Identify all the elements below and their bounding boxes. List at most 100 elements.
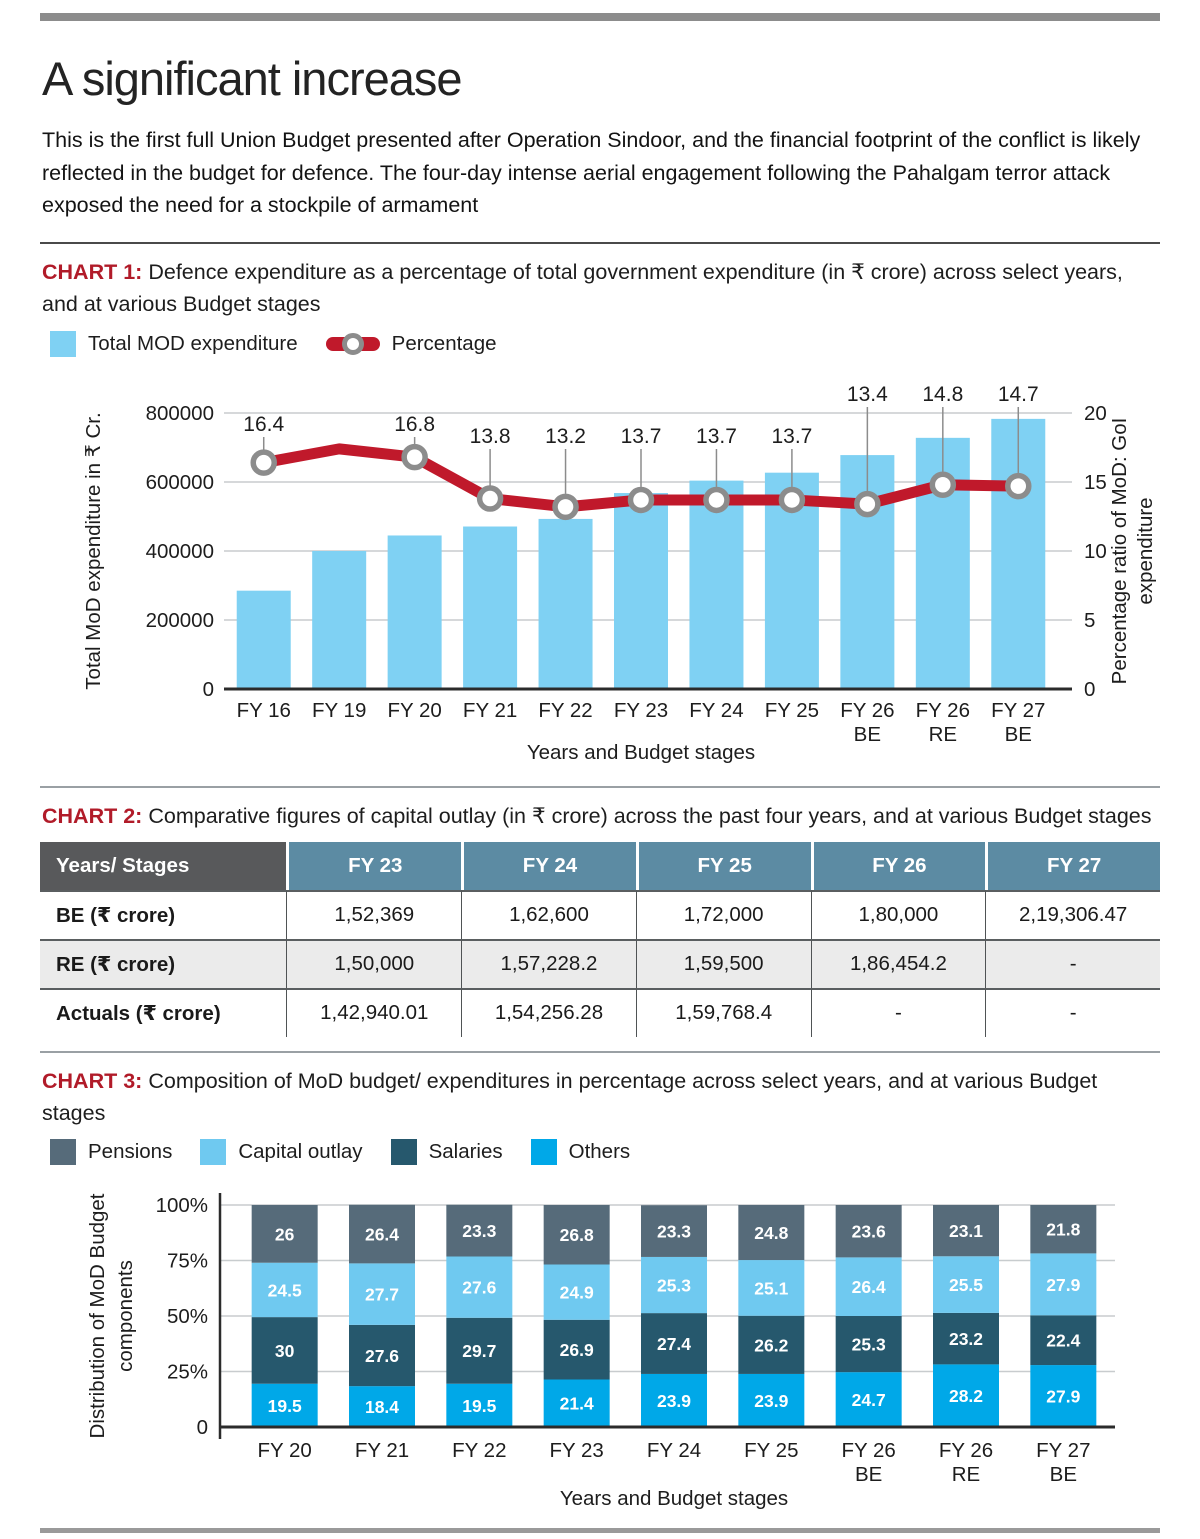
- legend-label: Capital outlay: [238, 1140, 363, 1164]
- table-cell: -: [810, 987, 986, 1037]
- percentage-marker: [778, 486, 806, 513]
- chart1-plot: 0 200000 400000 600000 800000 0 5 10 15 20 16.4 16.…: [40, 367, 1160, 772]
- segment-value-label: 19.5: [268, 1396, 302, 1416]
- right-axis-tick: 0: [1084, 678, 1095, 701]
- chart1-legend: Total MOD expenditure Percentage: [50, 330, 1160, 357]
- x-axis-tick: FY 23: [550, 1439, 604, 1462]
- chart3-heading-label: CHART 3:: [42, 1068, 143, 1093]
- section-divider: [40, 1050, 1160, 1053]
- y-axis-tick: 100%: [156, 1194, 208, 1217]
- table-cell: 1,57,228.2: [461, 938, 636, 988]
- mod-expenditure-bar: [614, 492, 668, 689]
- stack-segment-pensions: [738, 1205, 805, 1261]
- legend-label: Others: [568, 1140, 631, 1164]
- segment-value-label: 26.4: [365, 1225, 399, 1245]
- segment-value-label: 27.9: [1046, 1275, 1080, 1295]
- left-axis-tick: 800000: [146, 402, 214, 425]
- left-axis-tick: 200000: [146, 609, 214, 632]
- segment-value-label: 26.8: [560, 1226, 594, 1246]
- x-axis-tick: BE: [1005, 723, 1032, 746]
- x-axis-title: Years and Budget stages: [560, 1487, 788, 1510]
- percentage-marker: [552, 493, 579, 520]
- stack-segment-salaries: [251, 1317, 318, 1384]
- legend-label-mod-expenditure: Total MOD expenditure: [88, 331, 298, 355]
- segment-value-label: 25.3: [852, 1335, 886, 1355]
- mod-expenditure-bar: [463, 526, 518, 689]
- swatch-icon: [200, 1139, 227, 1166]
- section-divider: [40, 785, 1160, 788]
- segment-value-label: 27.7: [365, 1285, 399, 1305]
- y-axis-tick: 75%: [167, 1250, 208, 1273]
- legend-item-salaries: Salaries: [390, 1139, 503, 1166]
- table-cell: 1,62,600: [461, 889, 636, 939]
- x-axis-tick: RE: [929, 723, 957, 746]
- segment-value-label: 23.9: [754, 1391, 788, 1411]
- y-axis-tick: 25%: [167, 1361, 208, 1384]
- x-axis-title: Years and Budget stages: [527, 741, 755, 764]
- line-marker-icon: [325, 332, 380, 356]
- segment-value-label: 26: [275, 1225, 295, 1245]
- segment-value-label: 23.3: [462, 1221, 496, 1241]
- legend-item-capital-outlay: Capital outlay: [200, 1139, 363, 1166]
- percentage-value-label: 13.7: [621, 425, 662, 448]
- chart3-heading-text: Composition of MoD budget/ expenditures …: [42, 1068, 1098, 1126]
- table-row: Actuals (₹ crore) 1,42,940.01 1,54,256.28 1…: [40, 987, 1160, 1037]
- segment-value-label: 29.7: [462, 1342, 496, 1362]
- stack-segment-capital-outlay: [738, 1260, 805, 1317]
- chart3-legend: Pensions Capital outlay Salaries Others: [50, 1139, 1160, 1166]
- segment-value-label: 23.1: [949, 1221, 983, 1241]
- y-axis-title: Distribution of MoD Budget: [86, 1193, 109, 1438]
- right-axis-tick: 5: [1084, 609, 1095, 632]
- x-axis-tick: BE: [855, 1463, 882, 1486]
- stack-segment-capital-outlay: [933, 1256, 999, 1314]
- x-axis-tick: FY 23: [614, 699, 668, 722]
- stack-segment-salaries: [349, 1325, 415, 1387]
- stack-segment-salaries: [1030, 1315, 1097, 1366]
- bar-swatch-icon: [50, 330, 76, 357]
- table-cell: 1,52,369: [286, 889, 462, 939]
- chart3-heading: CHART 3: Composition of MoD budget/ expen…: [42, 1065, 1160, 1130]
- right-axis-tick: 20: [1084, 402, 1107, 425]
- swatch-icon: [530, 1139, 557, 1166]
- x-axis-tick: FY 26: [939, 1439, 993, 1462]
- percentage-value-label: 16.8: [394, 413, 435, 436]
- segment-value-label: 19.5: [462, 1396, 496, 1416]
- table-cell: 1,59,768.4: [635, 987, 811, 1037]
- percentage-marker: [854, 490, 881, 517]
- table-cell: 1,72,000: [635, 889, 811, 939]
- stack-segment-others: [543, 1379, 610, 1428]
- segment-value-label: 23.9: [657, 1391, 691, 1411]
- stack-segment-pensions: [641, 1205, 707, 1258]
- legend-label: Salaries: [428, 1140, 503, 1164]
- mod-expenditure-bar: [689, 480, 744, 689]
- x-axis-tick: FY 26: [842, 1439, 896, 1462]
- segment-value-label: 21.8: [1046, 1220, 1080, 1240]
- legend-item-pensions: Pensions: [50, 1139, 173, 1166]
- left-axis-tick: 400000: [146, 540, 214, 563]
- legend-item-percentage: Percentage: [325, 332, 497, 356]
- mod-expenditure-bar: [387, 534, 442, 689]
- percentage-marker: [929, 471, 957, 498]
- table-header-year: FY 23: [286, 841, 462, 890]
- stack-segment-salaries: [641, 1313, 707, 1375]
- swatch-icon: [390, 1139, 417, 1166]
- stack-segment-capital-outlay: [251, 1262, 318, 1318]
- x-axis-tick: BE: [1050, 1463, 1077, 1486]
- row-label: Actuals (₹ crore): [40, 987, 287, 1037]
- segment-value-label: 26.9: [560, 1340, 594, 1360]
- segment-value-label: 22.4: [1046, 1331, 1080, 1351]
- page-title: A significant increase: [42, 52, 463, 105]
- legend-label: Pensions: [88, 1140, 173, 1164]
- segment-value-label: 23.2: [949, 1329, 983, 1349]
- table-cell: -: [985, 987, 1160, 1037]
- table-row: RE (₹ crore) 1,50,000 1,57,228.2 1,59,500 1,…: [40, 938, 1160, 988]
- infographic-page: A significant increase This is the first…: [0, 13, 1200, 1539]
- stack-segment-salaries: [738, 1316, 805, 1375]
- chart2-section: CHART 2: Comparative figures of capital o…: [40, 800, 1160, 1037]
- stack-segment-others: [1030, 1365, 1097, 1428]
- table-header-year: FY 24: [461, 841, 636, 890]
- segment-value-label: 21.4: [560, 1394, 594, 1414]
- stack-segment-capital-outlay: [641, 1257, 707, 1314]
- row-label: BE (₹ crore): [40, 889, 287, 939]
- segment-value-label: 23.3: [657, 1222, 691, 1242]
